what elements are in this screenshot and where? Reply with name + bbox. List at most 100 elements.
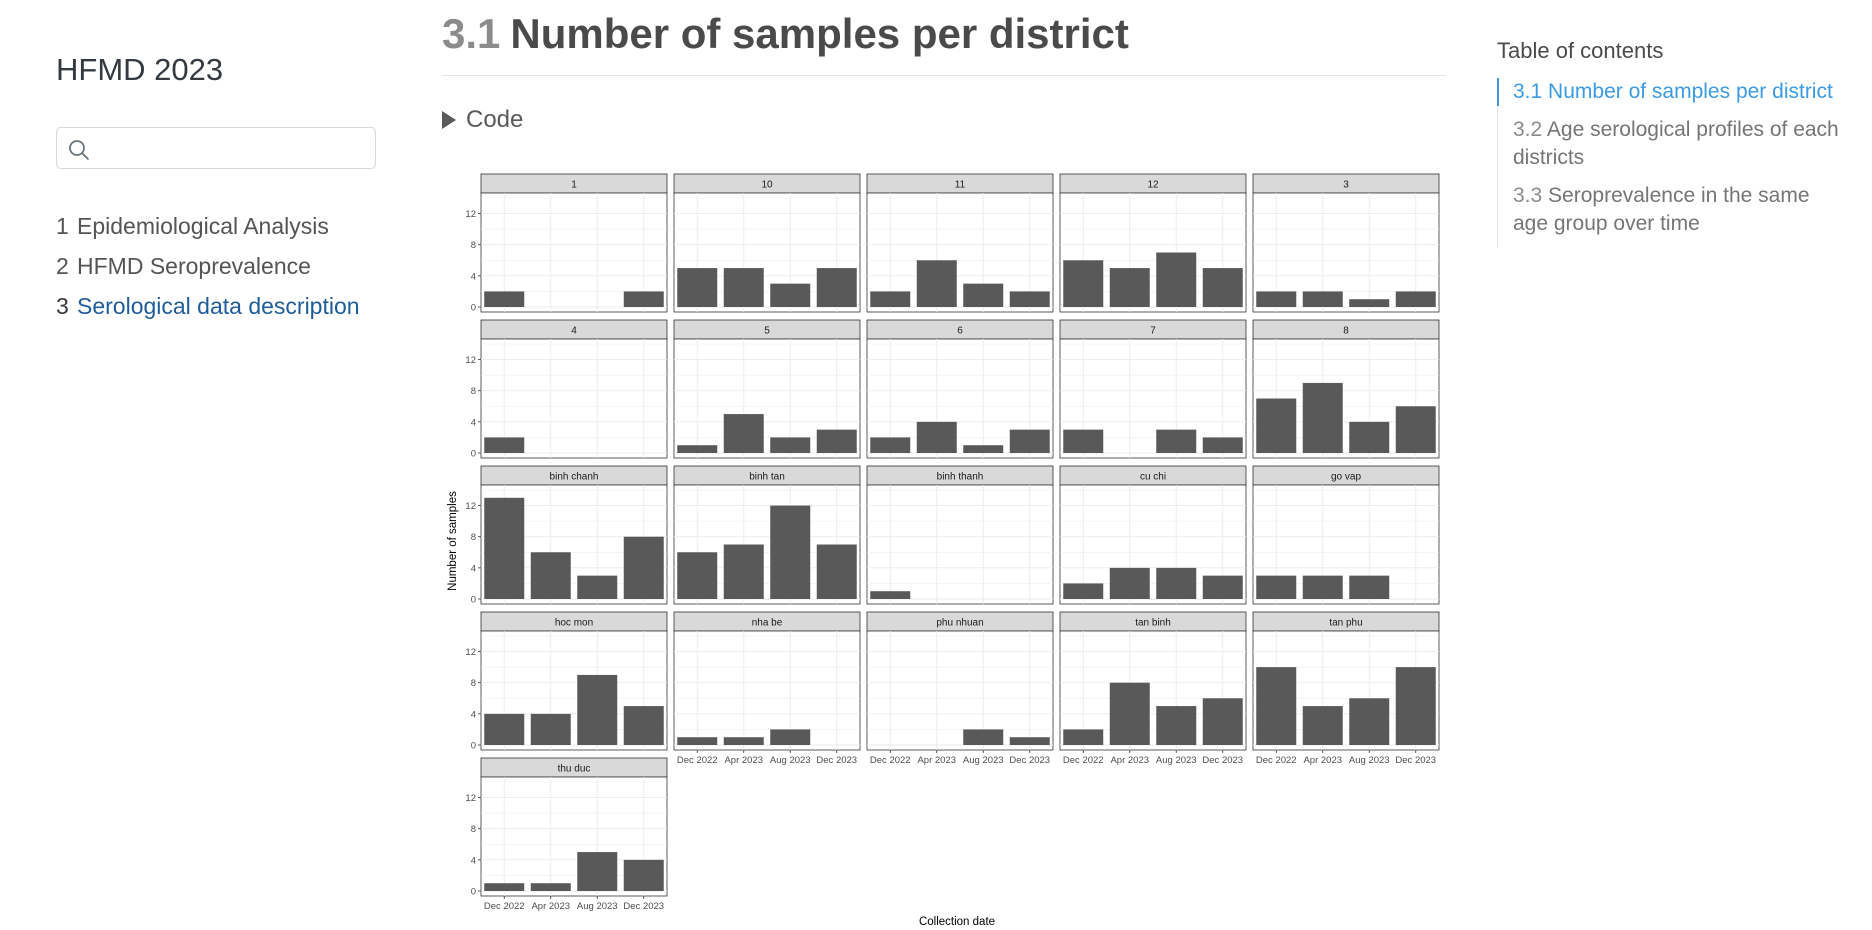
bar (1009, 737, 1050, 745)
y-tick-label: 4 (471, 417, 476, 428)
code-toggle-label: Code (466, 106, 524, 133)
bar (1063, 729, 1104, 745)
bar (1063, 583, 1104, 599)
toc-item-samples-per-district[interactable]: 3.1 Number of samples per district (1497, 78, 1848, 106)
bar (770, 437, 811, 453)
toc-item-label: Age serological profiles of each distric… (1513, 118, 1839, 169)
facet-label: 7 (1150, 326, 1156, 337)
bar (1256, 291, 1297, 307)
toc-item-label: Seroprevalence in the same age group ove… (1513, 184, 1810, 235)
bar (577, 674, 618, 745)
y-tick-label: 8 (471, 386, 476, 397)
x-tick-label: Dec 2022 (870, 755, 911, 766)
bar (1395, 667, 1436, 745)
bar (816, 429, 857, 453)
sidebar-item-label: Serological data description (77, 292, 360, 319)
facet-label: 1 (571, 180, 577, 191)
bar (484, 291, 525, 307)
y-tick-label: 8 (471, 532, 476, 543)
sidebar-item-serological-data-description[interactable]: 3 Serological data description (56, 286, 386, 326)
toc-item-seroprevalence-over-time[interactable]: 3.3 Seroprevalence in the same age group… (1498, 182, 1848, 238)
bar (1256, 398, 1297, 453)
bar (1156, 567, 1197, 599)
x-tick-label: Apr 2023 (1303, 755, 1342, 766)
x-tick-label: Aug 2023 (963, 755, 1004, 766)
facet-panel (866, 484, 1054, 605)
y-tick-label: 0 (471, 449, 476, 460)
y-tick-label: 4 (471, 855, 476, 866)
y-tick-label: 0 (471, 741, 476, 752)
sidebar-item-hfmd-seroprevalence[interactable]: 2 HFMD Seroprevalence (56, 246, 386, 286)
facet-label: 11 (955, 180, 966, 191)
facet-label: 12 (1147, 180, 1159, 191)
bar (677, 268, 718, 307)
bar (1202, 268, 1243, 307)
sidebar-item-epidemiological-analysis[interactable]: 1 Epidemiological Analysis (56, 206, 386, 246)
y-axis-title: Number of samples (447, 491, 459, 591)
bar (816, 544, 857, 599)
site-title[interactable]: HFMD 2023 (56, 52, 224, 87)
x-tick-label: Dec 2022 (484, 901, 525, 912)
bar (770, 729, 811, 745)
x-tick-label: Dec 2023 (816, 755, 857, 766)
toc-title: Table of contents (1497, 38, 1664, 63)
bar (916, 421, 957, 453)
facet-panel (673, 630, 861, 751)
x-tick-label: Apr 2023 (531, 901, 570, 912)
y-tick-label: 8 (471, 678, 476, 689)
facet-label: phu nhuan (936, 618, 983, 629)
y-tick-label: 4 (471, 271, 476, 282)
y-tick-label: 12 (465, 501, 476, 512)
toc-item-label: Number of samples per district (1548, 80, 1833, 103)
x-tick-label: Dec 2023 (1395, 755, 1436, 766)
bar (963, 445, 1004, 453)
bar (1256, 575, 1297, 599)
bar (770, 505, 811, 599)
section-title: Number of samples per district (510, 10, 1129, 57)
sidebar-item-number: 1 (56, 212, 69, 239)
bar (1156, 252, 1197, 307)
sidebar-item-number: 3 (56, 292, 69, 319)
bar (677, 552, 718, 599)
y-tick-label: 0 (471, 303, 476, 314)
bar (1349, 421, 1390, 453)
bar (1349, 299, 1390, 307)
code-fold-toggle[interactable]: Code (442, 106, 523, 134)
x-tick-label: Aug 2023 (1349, 755, 1390, 766)
bar (677, 737, 718, 745)
bar (870, 291, 911, 307)
bar (723, 414, 764, 453)
section-number: 3.1 (442, 10, 501, 57)
bar (1302, 291, 1343, 307)
y-tick-label: 12 (465, 647, 476, 658)
bar (1156, 429, 1197, 453)
facet-label: 3 (1343, 180, 1349, 191)
bar (1109, 682, 1150, 745)
y-tick-label: 8 (471, 240, 476, 251)
bar (1009, 429, 1050, 453)
search-box[interactable] (56, 127, 376, 169)
x-tick-label: Apr 2023 (1110, 755, 1149, 766)
bar (1302, 575, 1343, 599)
bar (723, 268, 764, 307)
facet-label: 5 (764, 326, 770, 337)
bar (1063, 260, 1104, 307)
bar (484, 713, 525, 745)
sidebar-item-label: Epidemiological Analysis (77, 212, 329, 239)
search-icon (69, 140, 89, 160)
y-tick-label: 0 (471, 595, 476, 606)
bar (530, 552, 571, 599)
x-tick-label: Dec 2023 (1009, 755, 1050, 766)
bar (1202, 575, 1243, 599)
toc-item-number: 3.3 (1513, 184, 1543, 207)
toc-item-age-serological-profiles[interactable]: 3.2 Age serological profiles of each dis… (1498, 116, 1848, 172)
title-divider (442, 75, 1446, 76)
search-input[interactable] (99, 134, 368, 164)
facet-label: 4 (571, 326, 577, 337)
bar (530, 713, 571, 745)
bar (484, 497, 525, 599)
facet-label: tan binh (1135, 618, 1171, 629)
bar (1202, 698, 1243, 745)
bar (916, 260, 957, 307)
bar (723, 737, 764, 745)
